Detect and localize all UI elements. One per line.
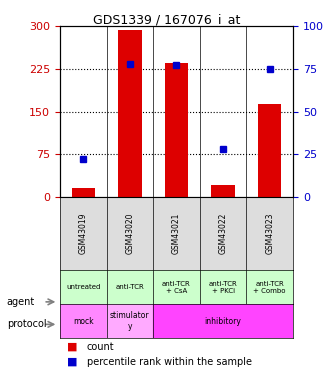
Text: untreated: untreated [66, 284, 101, 290]
Bar [211, 186, 235, 197]
Text: GSM43023: GSM43023 [265, 213, 274, 254]
Bar [118, 30, 142, 197]
Text: GDS1339 / 167076_i_at: GDS1339 / 167076_i_at [93, 13, 240, 26]
Text: count: count [87, 342, 114, 352]
Text: protocol: protocol [7, 320, 46, 329]
Bar [107, 304, 153, 338]
Text: anti-TCR
+ PKCi: anti-TCR + PKCi [209, 280, 237, 294]
Text: anti-TCR: anti-TCR [116, 284, 144, 290]
Text: anti-TCR
+ Combo: anti-TCR + Combo [253, 280, 286, 294]
Text: percentile rank within the sample: percentile rank within the sample [87, 357, 251, 367]
Text: anti-TCR
+ CsA: anti-TCR + CsA [162, 280, 191, 294]
Text: mock: mock [73, 316, 94, 326]
Bar [60, 304, 107, 338]
Text: stimulator
y: stimulator y [110, 312, 150, 331]
Text: inhibitory: inhibitory [205, 316, 241, 326]
Bar [258, 104, 281, 197]
Text: GSM43021: GSM43021 [172, 213, 181, 254]
Text: ■: ■ [67, 357, 77, 367]
Bar [72, 188, 95, 197]
Text: GSM43022: GSM43022 [218, 213, 228, 254]
Text: agent: agent [7, 297, 35, 307]
Text: GSM43019: GSM43019 [79, 213, 88, 254]
Text: ■: ■ [67, 342, 77, 352]
Text: GSM43020: GSM43020 [125, 213, 135, 254]
Bar [165, 63, 188, 197]
Bar [153, 304, 293, 338]
